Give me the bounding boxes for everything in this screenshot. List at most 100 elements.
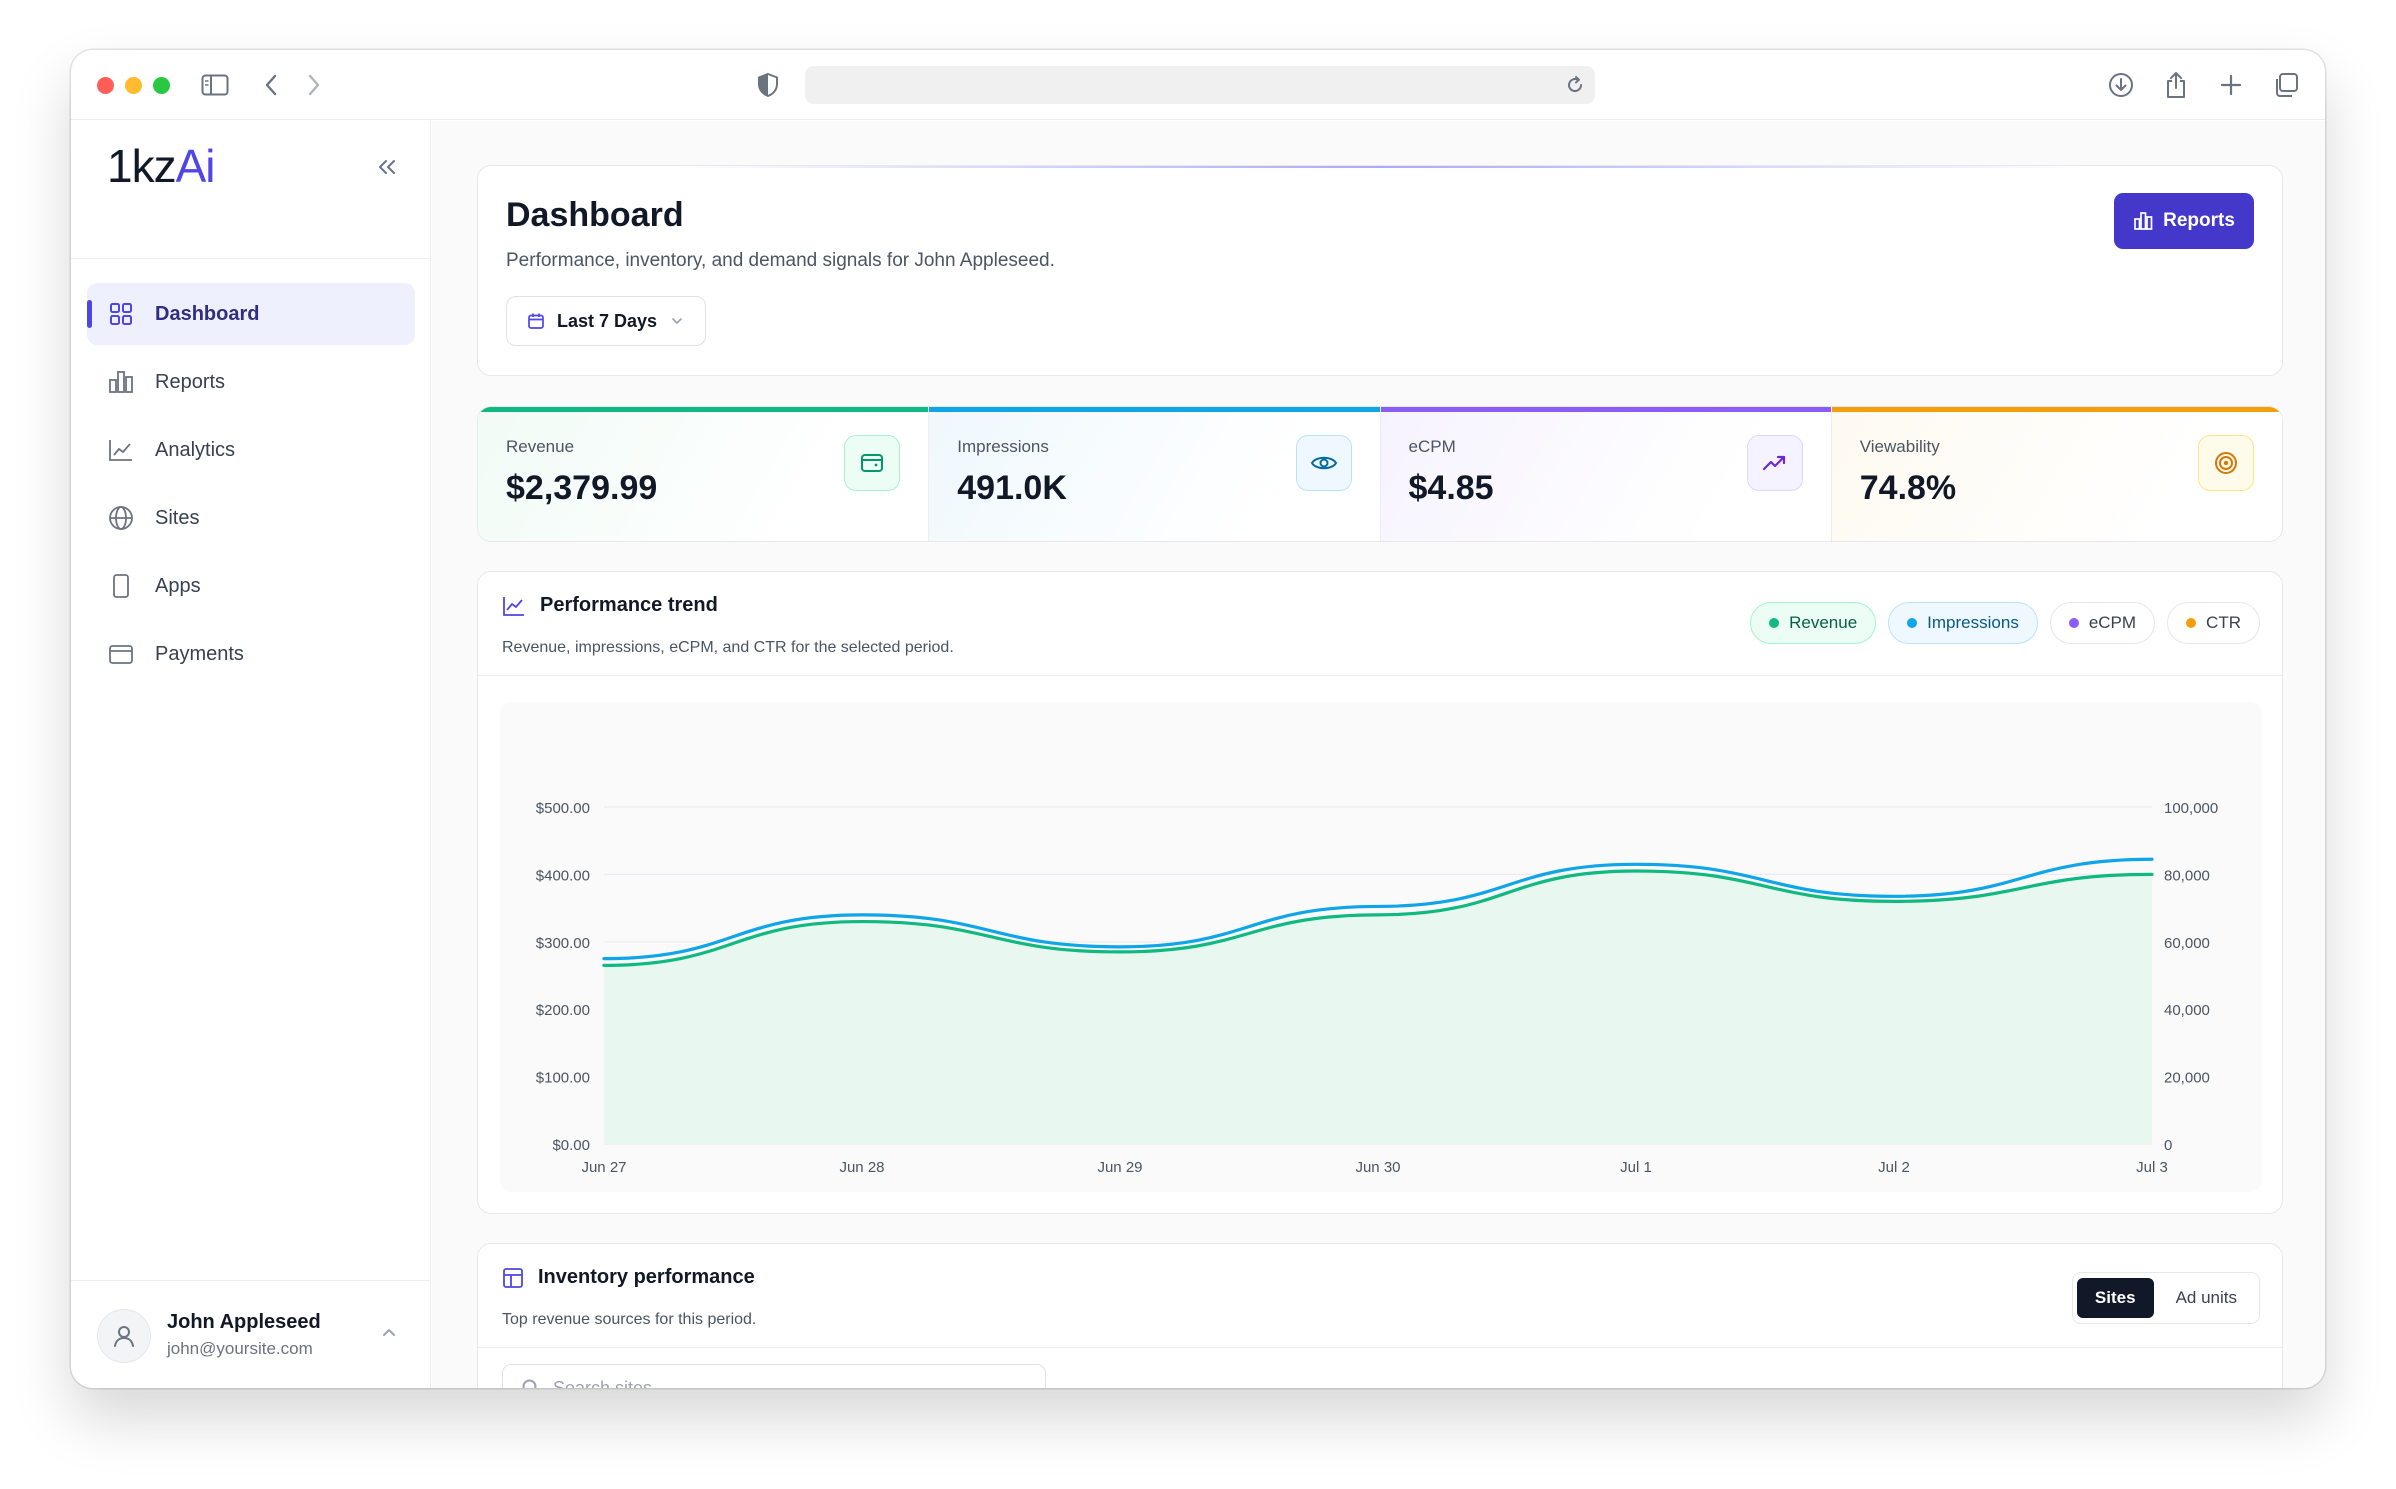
sidebar-item-label: Sites bbox=[155, 506, 200, 529]
sidebar-toggle-icon[interactable] bbox=[198, 68, 232, 102]
x-tick-label: Jul 2 bbox=[1878, 1159, 1910, 1176]
user-email: john@yoursite.com bbox=[167, 1339, 313, 1358]
line-chart-icon bbox=[502, 595, 526, 617]
x-tick-label: Jun 29 bbox=[1097, 1159, 1142, 1176]
y-left-tick-label: $500.00 bbox=[536, 800, 590, 817]
inventory-view-switch: Sites Ad units bbox=[2071, 1272, 2260, 1324]
y-left-tick-label: $400.00 bbox=[536, 867, 590, 884]
minimize-window-button[interactable] bbox=[125, 77, 142, 94]
sidebar-item-reports[interactable]: Reports bbox=[87, 351, 415, 413]
toggle-impressions[interactable]: Impressions bbox=[1888, 602, 2038, 644]
search-icon bbox=[522, 1379, 537, 1388]
toggle-revenue[interactable]: Revenue bbox=[1750, 602, 1877, 644]
close-window-button[interactable] bbox=[97, 77, 114, 94]
chevron-up-icon[interactable] bbox=[381, 1325, 397, 1343]
sidebar-item-analytics[interactable]: Analytics bbox=[87, 419, 415, 481]
back-icon[interactable] bbox=[254, 68, 288, 102]
bar-chart-icon bbox=[2134, 212, 2153, 230]
privacy-shield-icon[interactable] bbox=[751, 68, 785, 102]
y-right-tick-label: 20,000 bbox=[2164, 1070, 2210, 1087]
reports-button[interactable]: Reports bbox=[2114, 193, 2254, 249]
avatar bbox=[97, 1309, 151, 1363]
date-range-label: Last 7 Days bbox=[557, 310, 658, 331]
y-right-tick-label: 60,000 bbox=[2164, 935, 2210, 952]
share-icon[interactable] bbox=[2159, 68, 2193, 102]
x-tick-label: Jun 27 bbox=[581, 1159, 626, 1176]
download-icon[interactable] bbox=[2104, 68, 2138, 102]
line-chart-icon bbox=[107, 436, 135, 464]
kpi-revenue: Revenue $2,379.99 bbox=[478, 407, 930, 541]
sidebar-item-label: Apps bbox=[155, 574, 201, 597]
page-title: Dashboard bbox=[506, 196, 684, 234]
kpi-cards: Revenue $2,379.99 Impressions 491.0K eCP… bbox=[477, 406, 2283, 542]
eye-icon bbox=[1295, 435, 1352, 491]
chevron-down-icon bbox=[671, 316, 683, 326]
kpi-value: 491.0K bbox=[957, 469, 1067, 507]
trending-up-icon bbox=[1746, 435, 1803, 491]
tab-sites[interactable]: Sites bbox=[2076, 1278, 2154, 1318]
kpi-label: Impressions bbox=[957, 437, 1049, 456]
tab-overview-icon[interactable] bbox=[2269, 68, 2303, 102]
kpi-impressions: Impressions 491.0K bbox=[929, 407, 1381, 541]
search-placeholder: Search sites bbox=[553, 1377, 653, 1389]
kpi-value: $4.85 bbox=[1408, 469, 1494, 507]
wallet-icon bbox=[844, 435, 901, 491]
section-title: Performance trend bbox=[540, 594, 718, 616]
kpi-value: 74.8% bbox=[1859, 469, 1957, 507]
metric-toggles: Revenue Impressions eCPM CTR bbox=[1750, 602, 2260, 644]
calendar-icon bbox=[527, 312, 545, 330]
inventory-performance-card: Inventory performance Top revenue source… bbox=[477, 1243, 2283, 1388]
performance-chart-svg: $0.00 $100.00 $200.00 $300.00 $400.00 $500.00… bbox=[536, 800, 2218, 1176]
section-subtitle: Top revenue sources for this period. bbox=[502, 1311, 757, 1328]
y-left-tick-label: $100.00 bbox=[536, 1070, 590, 1087]
kpi-label: Viewability bbox=[1859, 437, 1940, 456]
y-right-tick-label: 40,000 bbox=[2164, 1002, 2210, 1019]
sidebar-item-dashboard[interactable]: Dashboard bbox=[87, 283, 415, 345]
user-menu[interactable]: John Appleseed john@yoursite.com bbox=[71, 1280, 430, 1388]
sidebar-item-payments[interactable]: Payments bbox=[87, 623, 415, 685]
brand-logo[interactable]: 1kzAi bbox=[107, 140, 215, 192]
y-left-tick-label: $0.00 bbox=[552, 1137, 590, 1154]
kpi-viewability: Viewability 74.8% bbox=[1831, 407, 2282, 541]
collapse-sidebar-icon[interactable] bbox=[371, 151, 403, 183]
kpi-label: Revenue bbox=[506, 437, 575, 456]
wallet-icon bbox=[107, 640, 135, 668]
inventory-header: Inventory performance bbox=[502, 1266, 755, 1289]
sidebar-item-label: Dashboard bbox=[155, 302, 260, 325]
sidebar-item-label: Analytics bbox=[155, 438, 236, 461]
globe-icon bbox=[107, 504, 135, 532]
grid-icon bbox=[107, 300, 135, 328]
bar-chart-icon bbox=[107, 368, 135, 396]
main-content: Dashboard Performance, inventory, and de… bbox=[432, 121, 2325, 1388]
trend-header: Performance trend bbox=[502, 594, 718, 617]
address-bar[interactable] bbox=[805, 66, 1595, 104]
sidebar-item-apps[interactable]: Apps bbox=[87, 555, 415, 617]
sidebar-nav: Dashboard Reports Analytics Sites bbox=[87, 283, 415, 691]
section-subtitle: Revenue, impressions, eCPM, and CTR for … bbox=[502, 639, 954, 656]
y-left-tick-label: $200.00 bbox=[536, 1002, 590, 1019]
forward-icon[interactable] bbox=[297, 68, 331, 102]
performance-trend-card: Performance trend Revenue, impressions, … bbox=[477, 571, 2283, 1214]
sidebar-item-label: Payments bbox=[155, 642, 244, 665]
toggle-ecpm[interactable]: eCPM bbox=[2049, 602, 2156, 644]
revenue-area bbox=[604, 871, 2152, 1144]
zoom-window-button[interactable] bbox=[153, 77, 170, 94]
section-title: Inventory performance bbox=[538, 1266, 755, 1288]
series-line-revenue bbox=[602, 869, 2154, 967]
reload-icon[interactable] bbox=[1558, 68, 1592, 102]
kpi-label: eCPM bbox=[1408, 437, 1456, 456]
kpi-ecpm: eCPM $4.85 bbox=[1380, 407, 1832, 541]
date-range-dropdown[interactable]: Last 7 Days bbox=[506, 296, 706, 346]
x-tick-label: Jul 1 bbox=[1620, 1159, 1652, 1176]
reports-button-label: Reports bbox=[2163, 210, 2235, 231]
toggle-ctr[interactable]: CTR bbox=[2167, 602, 2260, 644]
sidebar-item-sites[interactable]: Sites bbox=[87, 487, 415, 549]
browser-toolbar bbox=[71, 50, 2325, 120]
kpi-value: $2,379.99 bbox=[506, 469, 658, 507]
search-sites-input[interactable]: Search sites bbox=[502, 1364, 1046, 1388]
target-icon bbox=[2198, 435, 2254, 491]
new-tab-icon[interactable] bbox=[2214, 68, 2248, 102]
phone-icon bbox=[107, 572, 135, 600]
tab-ad-units[interactable]: Ad units bbox=[2175, 1288, 2237, 1307]
x-tick-label: Jun 30 bbox=[1355, 1159, 1400, 1176]
